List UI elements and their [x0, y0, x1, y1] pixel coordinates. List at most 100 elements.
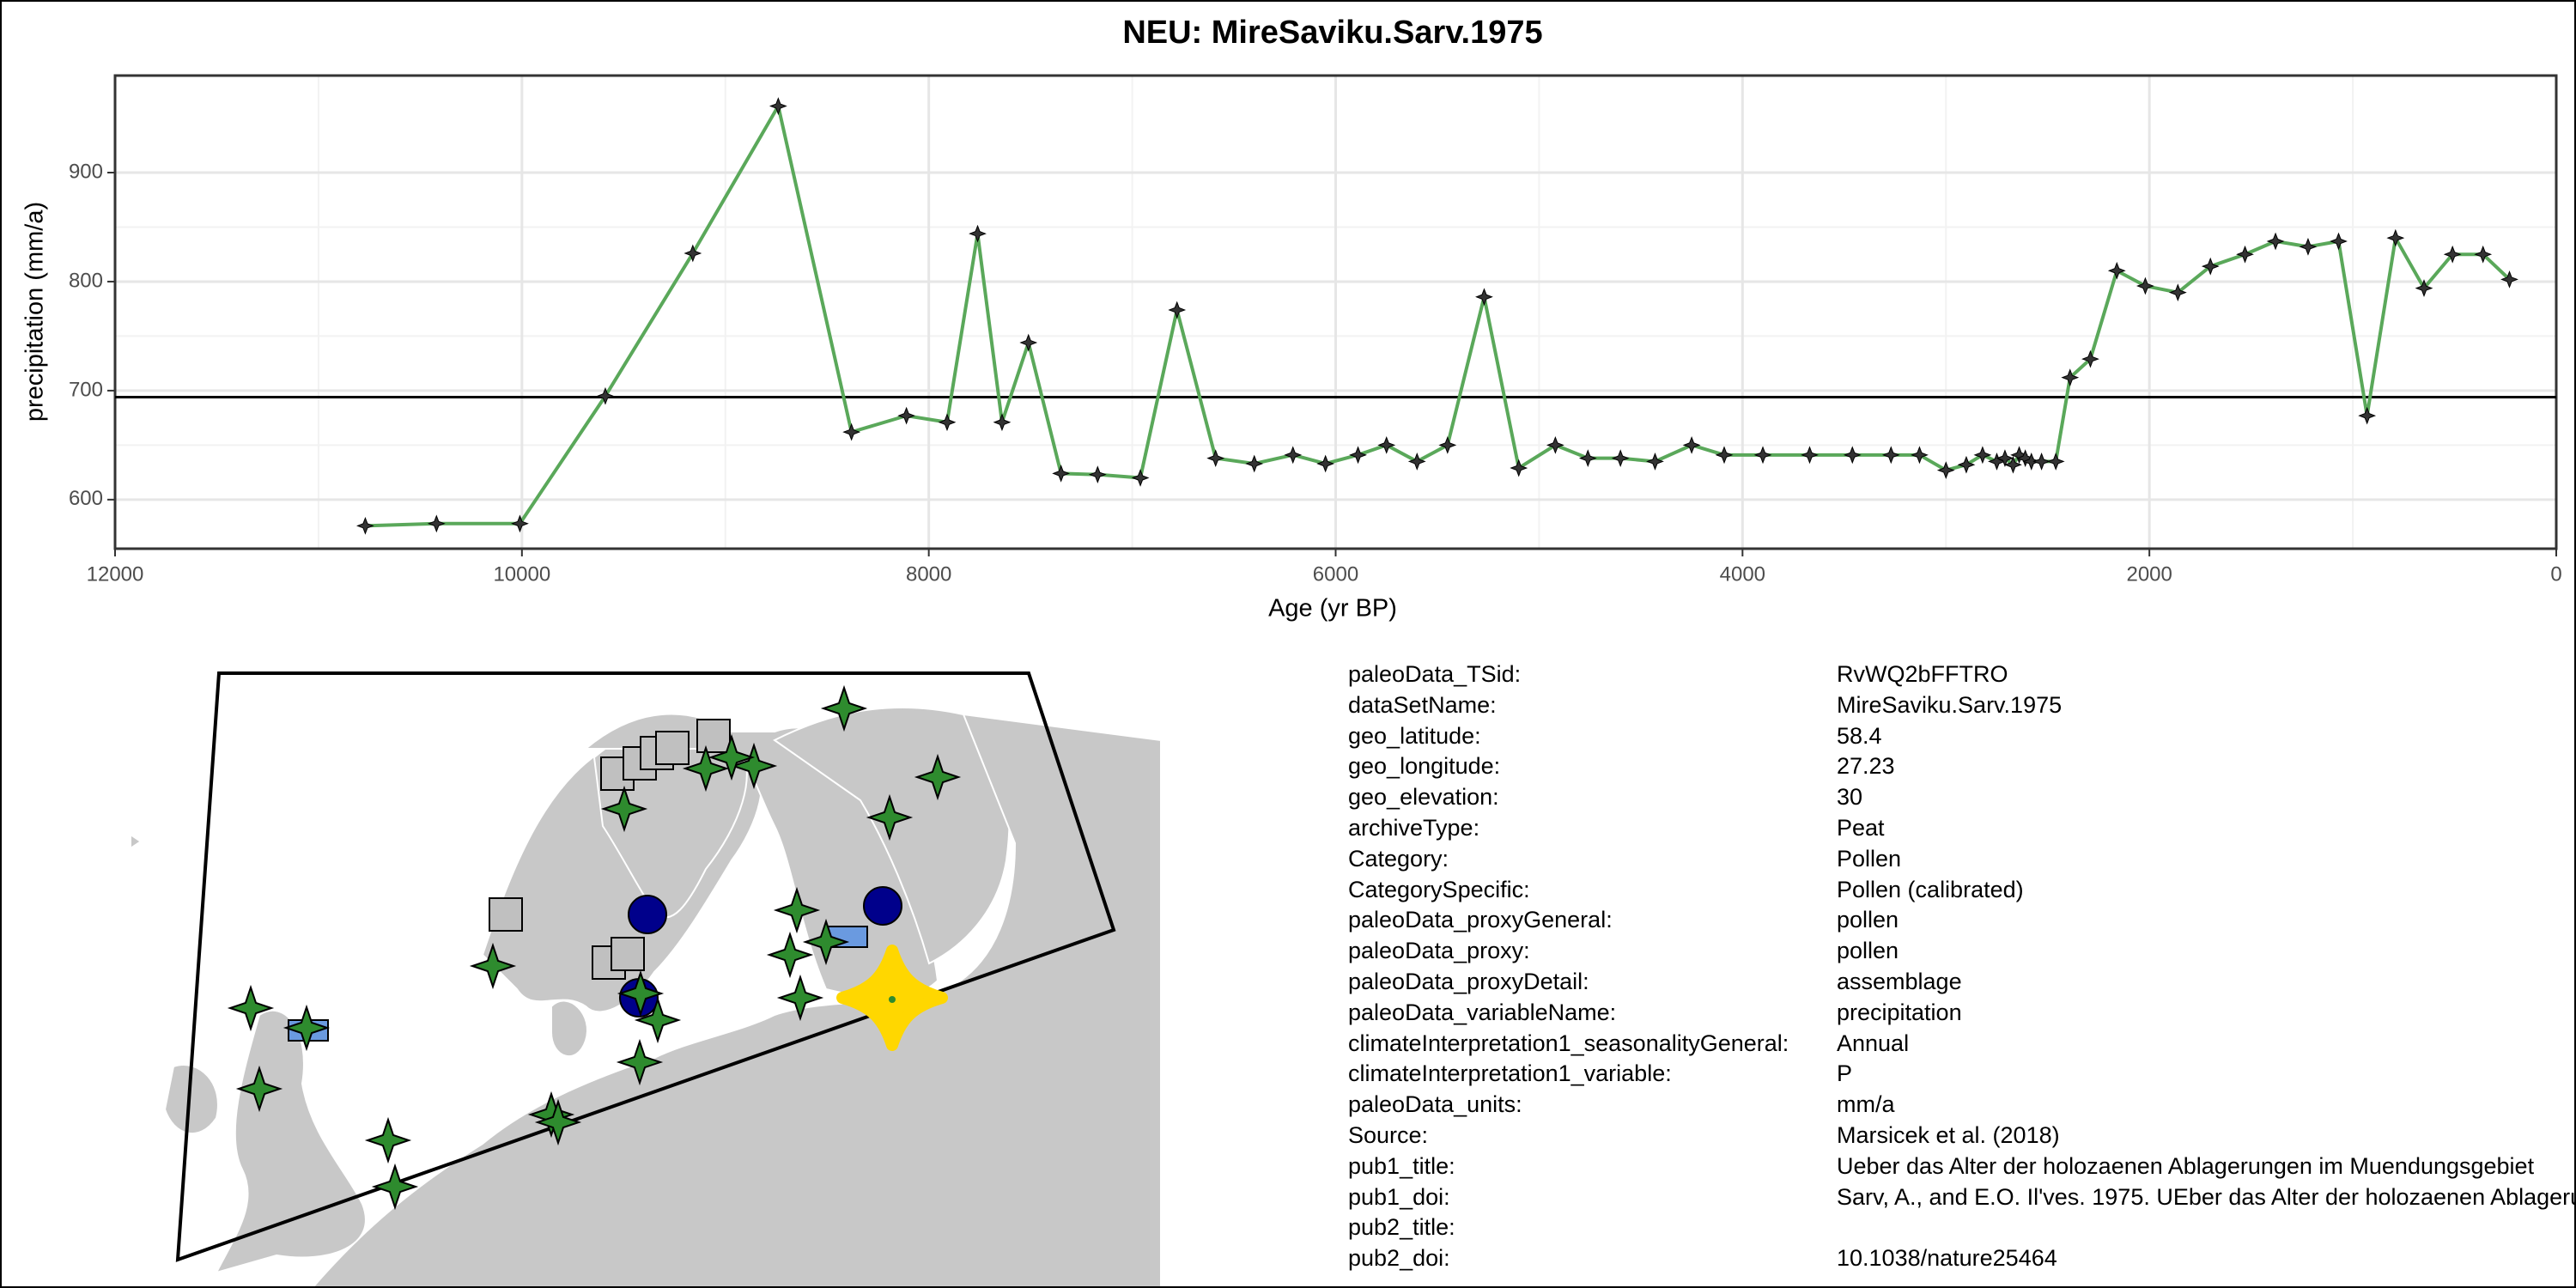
data-point [938, 413, 957, 432]
metadata-value: Annual [1837, 1030, 1910, 1056]
x-tick-label: 12000 [87, 562, 144, 586]
data-point [1715, 446, 1734, 465]
data-point [2046, 453, 2065, 471]
metadata-key: CategorySpecific: [1348, 876, 1530, 902]
data-point [2016, 449, 2035, 468]
data-point [1168, 301, 1187, 319]
metadata-key: dataSetName: [1348, 691, 1497, 718]
data-point [2168, 283, 2187, 302]
metadata-row: paleoData_variableName: precipitation [1348, 998, 2574, 1029]
metadata-key: geo_longitude: [1348, 753, 1501, 780]
data-point [2415, 279, 2433, 297]
data-point [1843, 446, 1862, 465]
data-point [1611, 449, 1630, 468]
metadata-value: RvWQ2bFFTRO [1837, 661, 2008, 687]
data-point [2136, 276, 2154, 295]
metadata-value: pollen [1837, 938, 1899, 964]
metadata-value: 58.4 [1837, 722, 1882, 749]
metadata-key: pub2_doi: [1348, 1245, 1450, 1272]
data-point [1052, 465, 1071, 483]
data-point [1578, 449, 1597, 468]
metadata-row: climateInterpretation1_variable: P [1348, 1059, 2574, 1090]
plot-border [113, 74, 2558, 550]
x-tick-label: 0 [2550, 562, 2561, 586]
data-point [2443, 245, 2462, 264]
metadata-value: Marsicek et al. (2018) [1837, 1121, 2060, 1148]
data-point [769, 97, 787, 115]
y-tick-label: 900 [69, 160, 103, 183]
data-point [2299, 237, 2318, 256]
data-point [2201, 257, 2220, 276]
data-point [1911, 446, 1929, 465]
y-tick-label: 800 [69, 269, 103, 292]
y-axis-label: precipitation (mm/a) [21, 202, 49, 422]
y-tick-label: 600 [69, 487, 103, 510]
data-point [1475, 288, 1493, 307]
data-point [2386, 228, 2405, 247]
metadata-value: mm/a [1837, 1091, 1895, 1118]
metadata-row: CategorySpecific: Pollen (calibrated) [1348, 875, 2574, 906]
metadata-value: 10.1038/nature25464 [1837, 1245, 2057, 1272]
data-point [1088, 465, 1107, 484]
metadata-value: Pollen [1837, 845, 1902, 872]
metadata-row: paleoData_proxyGeneral: pollen [1348, 905, 2574, 936]
data-point [1131, 469, 1150, 487]
data-point [2022, 453, 2041, 471]
x-tick-label: 8000 [906, 562, 951, 586]
metadata-value: Pollen (calibrated) [1837, 876, 2024, 902]
data-point [683, 244, 702, 263]
metadata-key: paleoData_proxyGeneral: [1348, 907, 1613, 933]
data-point [356, 516, 374, 535]
metadata-value: P [1837, 1060, 1853, 1087]
data-point [897, 406, 916, 425]
data-point [2500, 270, 2518, 289]
data-point [1377, 435, 1396, 454]
data-point [2081, 349, 2099, 368]
data-point [1019, 333, 1038, 352]
data-point [1996, 449, 2014, 468]
data-point [1973, 446, 1992, 465]
chart: NEU: MireSaviku.Sarv.1975 Age (yr BP) pr… [21, 15, 2562, 623]
data-point [596, 386, 615, 405]
data-point [1957, 455, 1976, 474]
metadata-row: geo_latitude: 58.4 [1348, 721, 2574, 752]
metadata-key: paleoData_variableName: [1348, 999, 1617, 1025]
metadata-key: Category: [1348, 845, 1449, 872]
data-point [1316, 454, 1335, 473]
selected-site-center [889, 996, 896, 1003]
metadata-key: paleoData_proxyDetail: [1348, 968, 1589, 994]
data-point [1936, 461, 1955, 479]
metadata-value: pollen [1837, 907, 1899, 933]
data-point [2236, 245, 2254, 264]
x-tick-label: 6000 [1313, 562, 1358, 586]
metadata-key: geo_latitude: [1348, 722, 1481, 749]
data-point [1206, 449, 1225, 468]
data-point [842, 422, 861, 441]
metadata-value: 30 [1837, 784, 1863, 811]
x-axis-label: Age (yr BP) [1268, 595, 1397, 623]
chart-title: NEU: MireSaviku.Sarv.1975 [1122, 15, 1542, 51]
metadata-key: Source: [1348, 1121, 1429, 1148]
data-point [1801, 446, 1819, 465]
data-point [1881, 446, 1900, 465]
metadata-row: geo_longitude: 27.23 [1348, 751, 2574, 782]
metadata-row: climateInterpretation1_seasonalityGenera… [1348, 1029, 2574, 1060]
data-point [2474, 245, 2493, 264]
data-point [1407, 453, 1426, 471]
metadata-row: paleoData_proxy: pollen [1348, 936, 2574, 967]
data-point [2061, 368, 2080, 387]
metadata-key: paleoData_units: [1348, 1091, 1522, 1118]
metadata-row: pub2_title: [1348, 1212, 2574, 1243]
site-squares [489, 719, 731, 980]
data-point [969, 224, 987, 243]
metadata-value: assemblage [1837, 968, 1962, 994]
metadata-key: climateInterpretation1_variable: [1348, 1060, 1672, 1087]
metadata-key: paleoData_proxy: [1348, 938, 1530, 964]
metadata-value: Sarv, A., and E.O. Il'ves. 1975. UEber d… [1837, 1183, 2576, 1210]
x-tick-label: 10000 [493, 562, 550, 586]
data-line [365, 101, 2511, 528]
metadata-key: pub1_doi: [1348, 1183, 1450, 1210]
metadata-key: geo_elevation: [1348, 784, 1499, 811]
data-point [2010, 446, 2028, 465]
